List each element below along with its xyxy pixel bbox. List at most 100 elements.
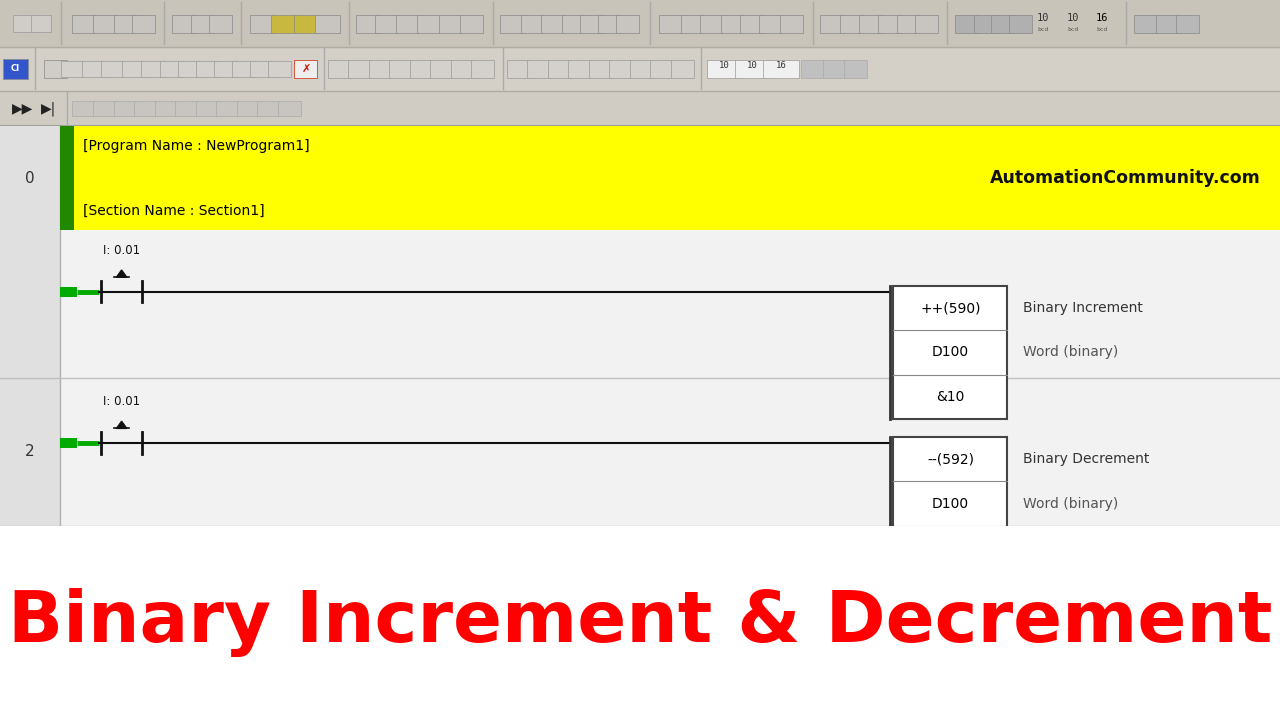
Bar [616,14,639,32]
Bar [541,14,564,32]
Bar [369,60,392,78]
Bar [430,60,453,78]
Bar [191,14,214,32]
Bar [0,47,1280,91]
Bar [893,437,1007,570]
Bar [991,14,1014,32]
Bar [356,14,379,32]
Bar [271,14,297,33]
Bar [707,60,742,78]
Text: &10: &10 [936,541,965,555]
Bar [801,60,824,78]
Text: 16: 16 [1096,13,1108,23]
Bar [278,102,301,117]
Bar [61,60,84,77]
Bar [60,438,77,448]
Bar [893,286,1007,419]
Bar [101,60,124,77]
Bar [155,102,178,117]
Bar [630,60,653,78]
Bar [840,14,863,32]
Text: [Section Name : Section1]: [Section Name : Section1] [83,204,265,217]
Text: ▶▶: ▶▶ [13,102,33,115]
Bar [823,60,846,78]
Bar [609,60,632,78]
Bar [897,14,920,32]
Bar [521,14,544,32]
Bar [740,14,763,32]
Text: Word (binary): Word (binary) [1023,346,1117,359]
Text: ✗: ✗ [301,63,311,73]
Text: bcd: bcd [1097,27,1107,32]
Text: Binary Decrement: Binary Decrement [1023,452,1149,467]
Bar [31,14,51,32]
Bar [681,14,704,32]
Bar [82,60,105,77]
Text: ++(590): ++(590) [920,301,980,315]
Bar [250,60,273,77]
Text: --(592): --(592) [927,452,974,467]
Bar [348,60,371,78]
Text: I: 0.01: I: 0.01 [102,244,141,257]
Bar [410,60,433,78]
Bar [294,14,320,33]
Bar [389,60,412,78]
Bar [114,14,137,33]
Bar [548,60,571,78]
Text: 16: 16 [776,61,786,71]
Bar [160,60,183,77]
Bar [328,60,351,78]
Bar [878,14,901,32]
Bar [1009,14,1032,32]
Bar [471,60,494,78]
Bar [0,0,1280,126]
Bar [568,60,591,78]
Bar [250,14,275,33]
Bar [209,14,232,32]
Bar [232,60,255,77]
Bar [114,102,137,117]
Text: 10: 10 [748,61,758,71]
Bar [132,14,155,33]
Bar [93,102,116,117]
Bar [134,102,157,117]
Text: AutomationCommunity.com: AutomationCommunity.com [989,169,1261,187]
Bar [0,91,1280,126]
Bar [60,126,74,230]
Bar [60,126,1280,230]
Bar [0,126,1280,526]
Bar [0,126,60,526]
Bar [196,102,219,117]
Bar [0,526,1280,720]
Bar [294,60,317,78]
Bar [507,60,530,78]
Bar [178,60,201,77]
Text: Binary Increment & Decrement: Binary Increment & Decrement [8,588,1272,657]
Bar [589,60,612,78]
Bar [196,60,219,77]
Text: Word (binary): Word (binary) [1023,497,1117,510]
Bar [60,230,1280,378]
Bar [580,14,603,32]
Bar [500,14,524,32]
Text: 10: 10 [719,61,730,71]
Bar [141,60,164,77]
Bar [780,14,803,32]
Text: Binary Increment: Binary Increment [1023,301,1143,315]
Bar [72,14,95,33]
Bar [721,14,744,32]
Bar [93,14,116,33]
Text: D100: D100 [932,497,969,510]
Bar [844,60,867,78]
Text: 10: 10 [1037,13,1050,23]
Bar [700,14,723,32]
Bar [60,378,1280,526]
Bar [216,102,239,117]
Text: [Program Name : NewProgram1]: [Program Name : NewProgram1] [83,139,310,153]
Bar [759,14,782,32]
Bar [417,14,440,32]
Bar [396,14,419,32]
Bar [650,60,673,78]
Bar [451,60,474,78]
Bar [375,14,398,32]
